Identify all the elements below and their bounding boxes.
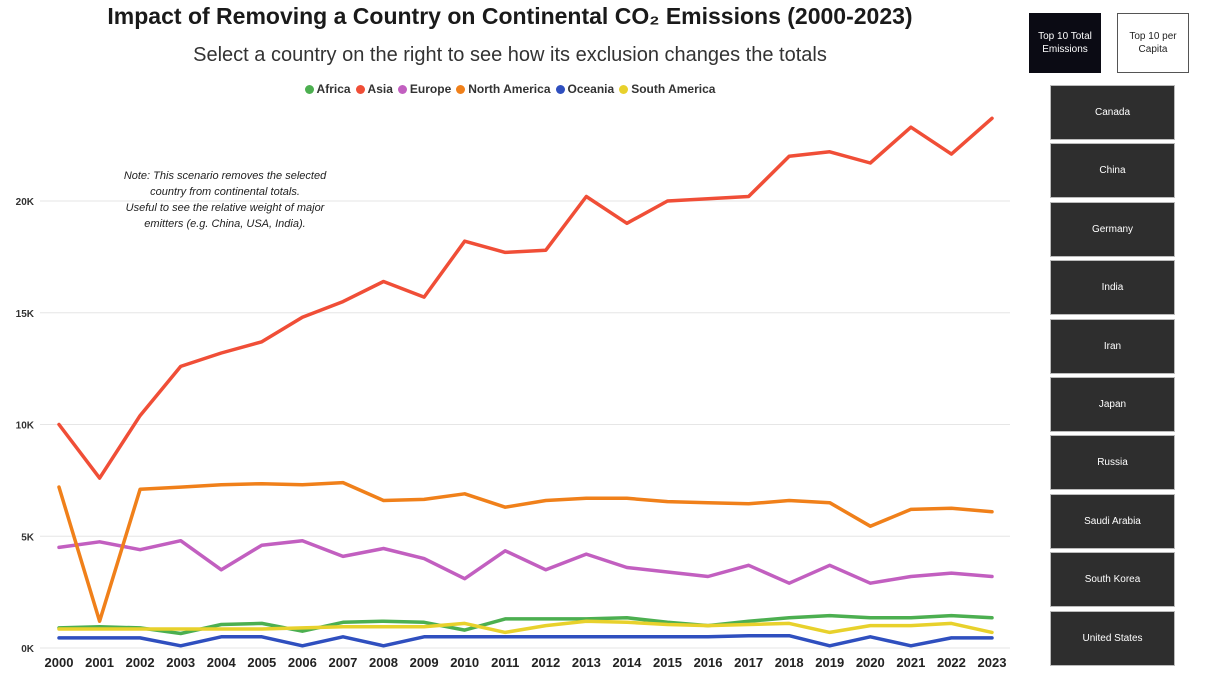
legend-marker [304, 84, 314, 94]
y-tick-label: 5K [21, 532, 35, 543]
x-tick-label: 2018 [775, 655, 804, 670]
x-tick-label: 2008 [369, 655, 398, 670]
legend-item-oceania[interactable]: Oceania [555, 82, 615, 96]
country-button-russia[interactable]: Russia [1050, 435, 1175, 491]
country-button-india[interactable]: India [1050, 260, 1175, 316]
legend-label: Asia [367, 82, 393, 96]
chart-title: Impact of Removing a Country on Continen… [107, 3, 913, 29]
y-tick-label: 15K [16, 309, 35, 320]
x-tick-label: 2014 [612, 655, 642, 670]
legend-marker [456, 84, 466, 94]
x-tick-label: 2020 [856, 655, 885, 670]
series-line-africa[interactable] [57, 613, 994, 636]
x-tick-label: 2012 [531, 655, 560, 670]
legend-item-north-america[interactable]: North America [456, 82, 551, 96]
y-tick-label: 10K [16, 421, 35, 432]
x-tick-label: 2004 [207, 655, 237, 670]
x-tick-label: 2000 [45, 655, 74, 670]
x-tick-label: 2016 [694, 655, 723, 670]
legend-label: Europe [409, 82, 452, 96]
scenario-note: Note: This scenario removes the selected… [123, 170, 327, 230]
legend-label: South America [631, 82, 716, 96]
x-tick-label: 2006 [288, 655, 317, 670]
legend-marker [355, 84, 365, 94]
line-chart: 0K 5K 10K 15K 20K 2000 2001 2002 2003 2004 2005 200… [16, 116, 1010, 670]
chart-subtitle: Select a country on the right to see how… [193, 44, 827, 66]
legend-item-europe[interactable]: Europe [397, 82, 452, 96]
y-tick-label: 0K [21, 644, 35, 655]
country-button-iran[interactable]: Iran [1050, 318, 1175, 374]
x-tick-label: 2003 [166, 655, 195, 670]
x-tick-label: 2023 [978, 655, 1007, 670]
series-line-north-america[interactable] [57, 480, 994, 623]
country-button-germany[interactable]: Germany [1050, 201, 1175, 257]
toggle-top10-per-capita[interactable]: Top 10 per Capita [1117, 13, 1189, 73]
country-button-south-korea[interactable]: South Korea [1050, 552, 1175, 608]
x-tick-label: 2017 [734, 655, 763, 670]
legend-marker [619, 84, 629, 94]
country-button-canada[interactable]: Canada [1050, 85, 1175, 140]
x-tick-label: 2009 [410, 655, 439, 670]
x-tick-label: 2021 [896, 655, 925, 670]
x-tick-label: 2022 [937, 655, 966, 670]
series-line-europe[interactable] [57, 538, 994, 585]
series-line-asia[interactable] [57, 116, 994, 480]
toggle-top10-total-emissions[interactable]: Top 10 Total Emissions [1029, 13, 1101, 73]
x-tick-label: 2001 [85, 655, 114, 670]
country-button-saudi-arabia[interactable]: Saudi Arabia [1050, 493, 1175, 549]
x-tick-label: 2011 [491, 655, 519, 670]
country-button-japan[interactable]: Japan [1050, 376, 1175, 432]
country-button-china[interactable]: China [1050, 143, 1175, 199]
series-line-south-america[interactable] [57, 619, 994, 635]
chart-legend: Africa Asia Europe North America Oceania Sout… [0, 82, 1020, 96]
legend-marker [555, 84, 565, 94]
x-tick-label: 2005 [247, 655, 276, 670]
legend-label: Africa [316, 82, 351, 96]
x-tick-label: 2013 [572, 655, 601, 670]
series-line-oceania[interactable] [57, 633, 994, 648]
legend-label: Oceania [567, 82, 615, 96]
country-selector: Canada China Germany India Iran Japan Russia Sa… [1050, 85, 1175, 669]
legend-marker [397, 84, 407, 94]
country-button-united-states[interactable]: United States [1050, 610, 1175, 666]
legend-item-asia[interactable]: Asia [355, 82, 393, 96]
x-tick-label: 2010 [450, 655, 479, 670]
x-tick-label: 2019 [815, 655, 844, 670]
x-tick-label: 2007 [328, 655, 357, 670]
x-tick-label: 2002 [126, 655, 155, 670]
legend-label: North America [468, 82, 551, 96]
legend-item-south-america[interactable]: South America [619, 82, 715, 96]
x-tick-label: 2015 [653, 655, 682, 670]
legend-item-africa[interactable]: Africa [304, 82, 351, 96]
y-tick-label: 20K [16, 197, 35, 208]
